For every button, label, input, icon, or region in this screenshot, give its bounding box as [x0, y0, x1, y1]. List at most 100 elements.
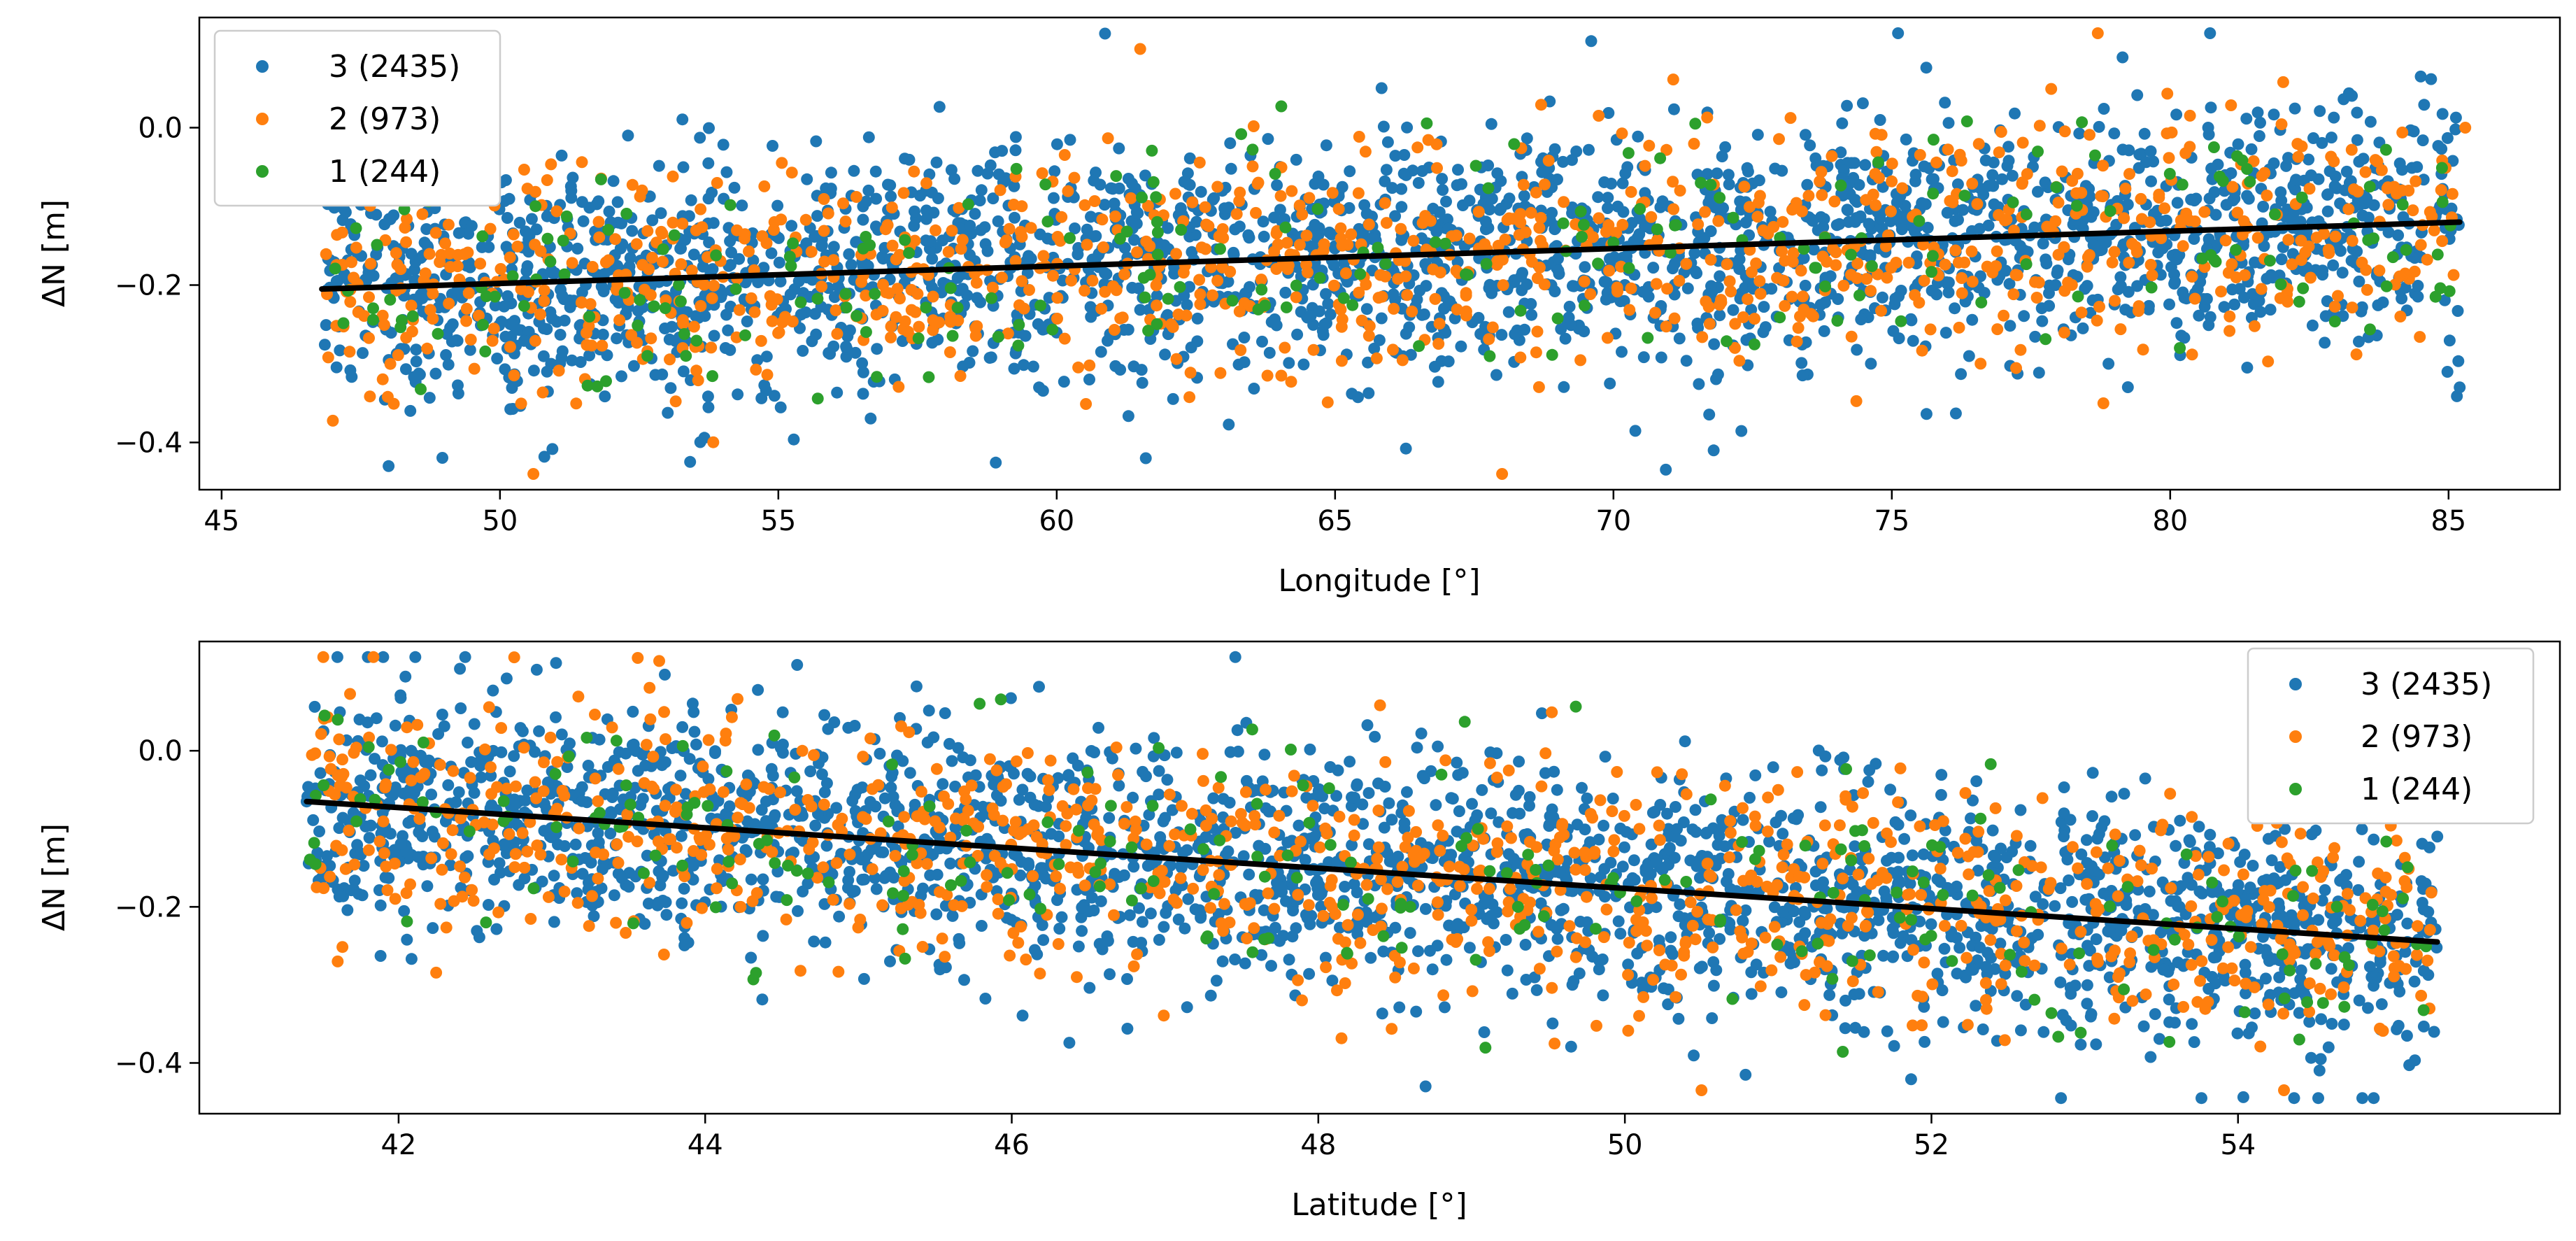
- data-point: [1359, 146, 1372, 158]
- data-point: [767, 140, 778, 152]
- data-point: [690, 334, 703, 347]
- data-point: [2029, 330, 2042, 343]
- data-point: [2030, 292, 2043, 304]
- data-point: [736, 199, 748, 212]
- data-point: [2108, 246, 2121, 258]
- data-point: [2177, 240, 2189, 253]
- data-point: [1486, 192, 1498, 205]
- data-point: [2036, 315, 2049, 327]
- data-point: [1461, 269, 1474, 281]
- data-point: [703, 122, 715, 134]
- data-point: [2414, 70, 2427, 83]
- data-point: [2204, 828, 2216, 841]
- data-point: [1064, 134, 1076, 146]
- data-point: [951, 302, 964, 314]
- data-point: [1013, 299, 1025, 311]
- data-point: [2375, 998, 2388, 1010]
- data-point: [1135, 364, 1148, 376]
- data-point: [504, 765, 516, 778]
- data-point: [2070, 199, 2083, 212]
- data-point: [2242, 192, 2255, 205]
- data-point: [2189, 215, 2201, 227]
- data-point: [1397, 167, 1410, 180]
- data-point: [1909, 289, 1921, 302]
- data-point: [2394, 311, 2407, 322]
- data-point: [2223, 325, 2236, 337]
- data-point: [1483, 204, 1496, 215]
- data-point: [690, 738, 702, 751]
- data-point: [1623, 262, 1635, 274]
- data-point: [831, 327, 844, 340]
- data-point: [468, 718, 481, 730]
- data-point: [1450, 229, 1463, 242]
- data-point: [720, 166, 733, 178]
- data-point: [1247, 120, 1260, 132]
- data-point: [1939, 258, 1951, 271]
- data-point: [706, 186, 718, 199]
- data-point: [1930, 156, 1943, 169]
- data-point: [1927, 134, 1940, 146]
- data-point: [1669, 257, 1681, 270]
- data-point: [920, 204, 932, 217]
- data-point: [1775, 986, 1788, 998]
- data-point: [937, 778, 949, 790]
- data-point: [1251, 178, 1264, 190]
- data-point: [2438, 294, 2451, 306]
- data-point: [1909, 169, 1922, 181]
- data-point: [1095, 346, 1107, 358]
- data-point: [1905, 809, 1917, 822]
- data-point: [2121, 198, 2134, 211]
- data-point: [869, 165, 882, 178]
- data-point: [1114, 364, 1127, 376]
- data-point: [2356, 256, 2368, 269]
- data-point: [462, 737, 474, 749]
- data-point: [1400, 327, 1412, 340]
- data-point: [739, 329, 751, 341]
- data-point: [1865, 357, 1877, 370]
- data-point: [792, 905, 804, 917]
- data-point: [1951, 967, 1963, 980]
- data-point: [1949, 244, 1962, 257]
- data-point: [2045, 83, 2058, 95]
- data-point: [1911, 250, 1923, 262]
- data-point: [1353, 286, 1365, 299]
- data-point: [1881, 1025, 1893, 1037]
- data-point: [2154, 269, 2167, 281]
- data-point: [1224, 137, 1237, 150]
- data-point: [1823, 988, 1836, 1001]
- data-point: [1578, 218, 1590, 231]
- data-point: [1927, 187, 1940, 200]
- data-point: [788, 433, 800, 446]
- data-point: [501, 212, 513, 224]
- data-point: [688, 320, 700, 333]
- data-point: [2081, 280, 2093, 292]
- data-point: [2131, 280, 2144, 292]
- data-point: [1401, 121, 1414, 134]
- data-point: [2058, 781, 2070, 793]
- data-point: [2146, 269, 2158, 281]
- data-point: [818, 709, 831, 721]
- data-point: [1136, 191, 1148, 204]
- data-point: [1602, 202, 1614, 214]
- data-point: [2118, 212, 2130, 225]
- data-point: [1413, 340, 1425, 353]
- data-point: [676, 113, 689, 126]
- data-point: [1944, 194, 1956, 207]
- data-point: [946, 225, 958, 237]
- data-point: [2009, 107, 2021, 120]
- data-point: [1546, 348, 1558, 361]
- data-point: [2282, 152, 2294, 164]
- data-point: [464, 334, 477, 346]
- data-point: [498, 300, 511, 313]
- data-point: [1153, 765, 1165, 777]
- data-point: [646, 214, 659, 227]
- data-point: [2043, 287, 2055, 299]
- data-point: [1616, 346, 1628, 358]
- data-point: [476, 230, 489, 243]
- data-point: [1084, 301, 1097, 313]
- data-point: [2256, 170, 2268, 182]
- data-point: [1216, 955, 1229, 967]
- y-tick-label: −0.2: [115, 270, 183, 302]
- data-point: [776, 157, 788, 169]
- data-point: [750, 363, 762, 376]
